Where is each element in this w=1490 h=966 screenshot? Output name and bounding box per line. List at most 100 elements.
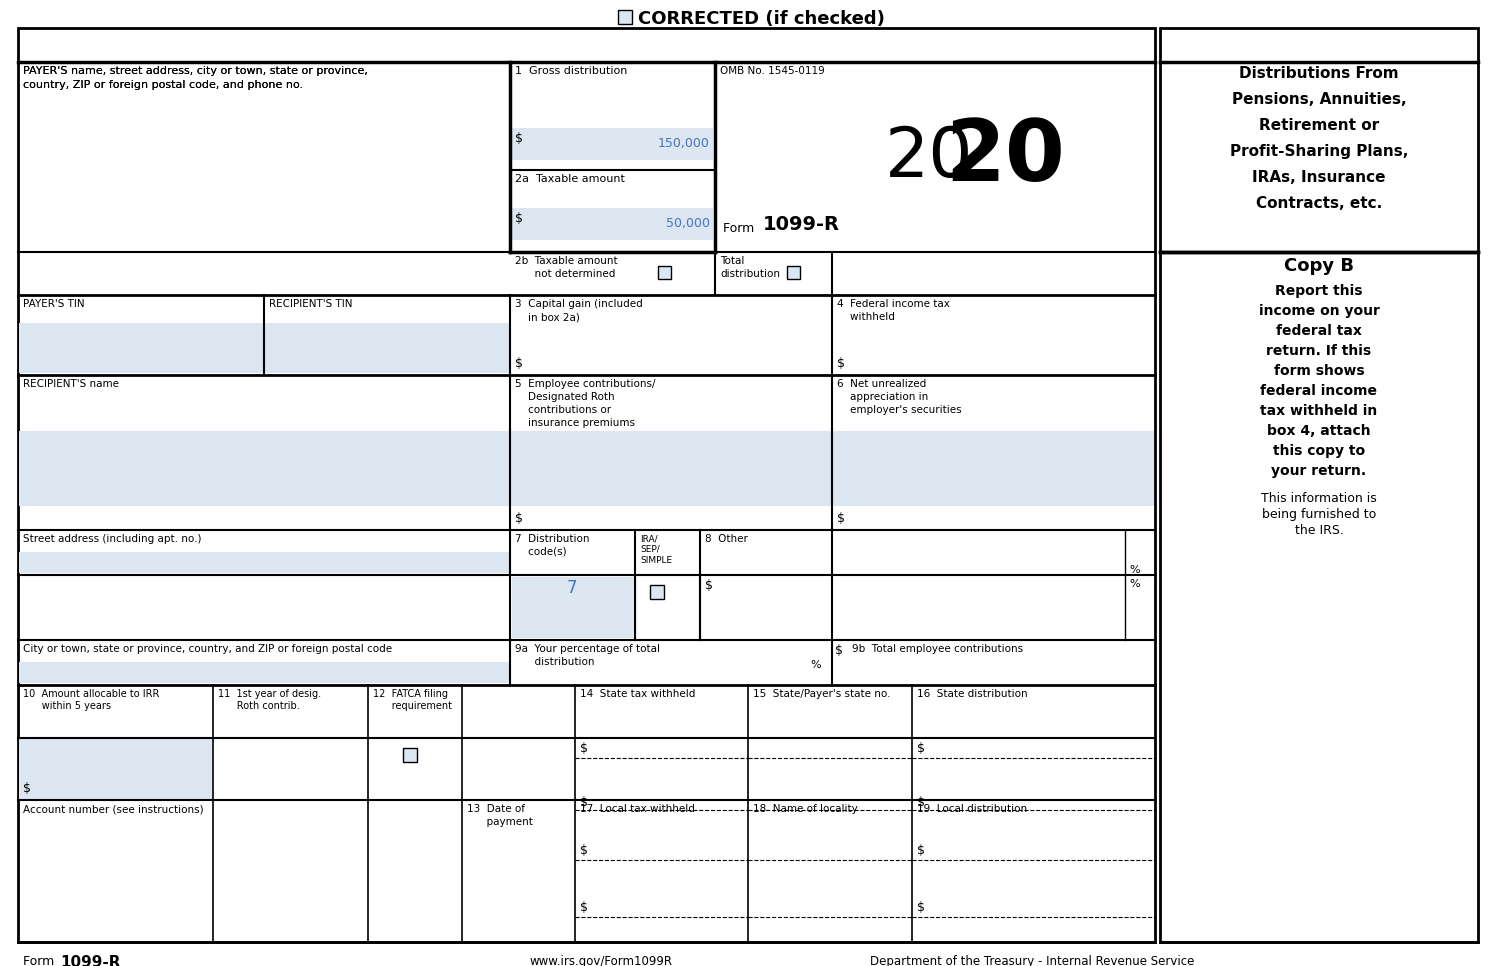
Text: $: $ [837,512,845,525]
Text: This information is: This information is [1261,492,1377,505]
Text: your return.: your return. [1271,464,1366,478]
Text: not determined: not determined [516,269,615,279]
Text: contributions or: contributions or [516,405,611,415]
Text: requirement: requirement [372,701,451,711]
Text: distribution: distribution [516,657,595,667]
Text: 2b  Taxable amount: 2b Taxable amount [516,256,618,266]
Text: RECIPIENT'S name: RECIPIENT'S name [22,379,119,389]
Text: 5  Employee contributions/: 5 Employee contributions/ [516,379,656,389]
Text: PAYER'S TIN: PAYER'S TIN [22,299,85,309]
Text: 10  Amount allocable to IRR: 10 Amount allocable to IRR [22,689,159,699]
Text: $: $ [580,742,589,755]
Text: Form: Form [22,955,63,966]
Text: 50,000: 50,000 [666,217,711,230]
Text: 13  Date of: 13 Date of [466,804,524,814]
Bar [833,431,1153,506]
Text: 15  State/Payer's state no.: 15 State/Payer's state no. [752,689,891,699]
Text: OMB No. 1545-0119: OMB No. 1545-0119 [720,66,825,76]
Text: Retirement or: Retirement or [1259,118,1380,133]
Text: in box 2a): in box 2a) [516,312,580,322]
Text: 11  1st year of desig.: 11 1st year of desig. [218,689,322,699]
Text: this copy to: this copy to [1272,444,1365,458]
Bar [402,748,417,762]
Text: Department of the Treasury - Internal Revenue Service: Department of the Treasury - Internal Re… [870,955,1195,966]
Text: Designated Roth: Designated Roth [516,392,614,402]
Bar [19,100,510,250]
Bar [19,431,510,506]
Bar [513,208,714,240]
Text: 9b  Total employee contributions: 9b Total employee contributions [852,644,1024,654]
Text: form shows: form shows [1274,364,1365,378]
Text: the IRS.: the IRS. [1295,524,1344,537]
Text: PAYER'S name, street address, city or town, state or province,: PAYER'S name, street address, city or to… [22,66,368,76]
Text: payment: payment [466,817,533,827]
Bar [265,323,510,373]
Text: $: $ [916,742,925,755]
Text: tax withheld in: tax withheld in [1261,404,1378,418]
Text: federal income: federal income [1261,384,1377,398]
Text: Distributions From: Distributions From [1240,66,1399,81]
Text: 1099-R: 1099-R [60,955,121,966]
Text: 1  Gross distribution: 1 Gross distribution [516,66,627,76]
Text: 7  Distribution: 7 Distribution [516,534,590,544]
Text: 14  State tax withheld: 14 State tax withheld [580,689,696,699]
Text: %: % [1129,579,1140,589]
Text: $: $ [516,212,523,225]
Bar [19,739,212,799]
Text: 20: 20 [885,124,973,190]
Text: being furnished to: being furnished to [1262,508,1377,521]
Text: 9a  Your percentage of total: 9a Your percentage of total [516,644,660,654]
Text: City or town, state or province, country, and ZIP or foreign postal code: City or town, state or province, country… [22,644,392,654]
Text: $: $ [834,644,843,657]
Text: appreciation in: appreciation in [837,392,928,402]
Bar [513,577,633,638]
Text: 18  Name of locality: 18 Name of locality [752,804,858,814]
Text: Report this: Report this [1275,284,1363,298]
Text: www.irs.gov/Form1099R: www.irs.gov/Form1099R [530,955,673,966]
Text: 17  Local tax withheld: 17 Local tax withheld [580,804,694,814]
Text: Account number (see instructions): Account number (see instructions) [22,804,204,814]
Text: Street address (including apt. no.): Street address (including apt. no.) [22,534,201,544]
Text: 2a  Taxable amount: 2a Taxable amount [516,174,624,184]
Text: $: $ [580,796,589,809]
Bar [18,28,1155,942]
Text: SIMPLE: SIMPLE [641,556,672,565]
Bar [513,128,714,160]
Text: Pensions, Annuities,: Pensions, Annuities, [1232,92,1407,107]
Bar [19,662,510,683]
Text: country, ZIP or foreign postal code, and phone no.: country, ZIP or foreign postal code, and… [22,80,302,90]
Text: 1099-R: 1099-R [763,215,840,234]
Text: SEP/: SEP/ [641,545,660,554]
Text: $: $ [516,132,523,145]
Text: Profit-Sharing Plans,: Profit-Sharing Plans, [1229,144,1408,159]
Text: %: % [811,660,821,670]
Text: distribution: distribution [720,269,779,279]
Text: 150,000: 150,000 [659,137,711,150]
Text: $: $ [705,579,714,592]
Text: within 5 years: within 5 years [22,701,110,711]
Text: country, ZIP or foreign postal code, and phone no.: country, ZIP or foreign postal code, and… [22,80,302,90]
Text: Contracts, etc.: Contracts, etc. [1256,196,1383,211]
Text: $: $ [516,512,523,525]
Text: 6  Net unrealized: 6 Net unrealized [837,379,927,389]
Bar [787,266,800,279]
Text: 20: 20 [945,116,1065,198]
Text: code(s): code(s) [516,547,566,557]
Text: $: $ [516,357,523,370]
Text: $: $ [22,782,31,795]
Bar [618,10,632,24]
Text: $: $ [837,357,845,370]
Bar [511,431,831,506]
Text: income on your: income on your [1259,304,1380,318]
Bar [650,585,665,599]
Text: IRAs, Insurance: IRAs, Insurance [1252,170,1386,185]
Text: box 4, attach: box 4, attach [1266,424,1371,438]
Text: 19  Local distribution: 19 Local distribution [916,804,1027,814]
Text: Copy B: Copy B [1284,257,1354,275]
Text: 3  Capital gain (included: 3 Capital gain (included [516,299,642,309]
Text: $: $ [916,844,925,857]
Bar [19,323,264,373]
Text: $: $ [916,796,925,809]
Text: PAYER'S name, street address, city or town, state or province,: PAYER'S name, street address, city or to… [22,66,368,76]
Text: %: % [1129,565,1140,575]
